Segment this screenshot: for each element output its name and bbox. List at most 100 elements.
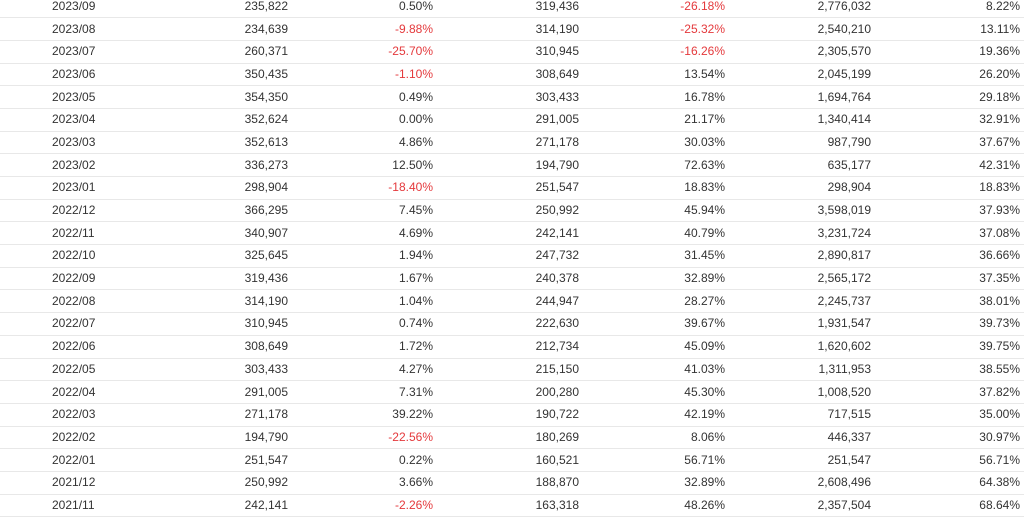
table-row: 2022/09 319,436 1.67% 240,378 32.89% 2,565,17… [0,267,1024,291]
cumulative-value-cell: 446,337 [725,426,871,450]
cumulative-value-cell: 717,515 [725,403,871,427]
table-row: 2022/04 291,005 7.31% 200,280 45.30% 1,008,52… [0,380,1024,404]
cumulative-value-cell: 635,177 [725,153,871,177]
cumulative-percent-cell: 18.83% [871,176,1024,200]
change-percent-cell: 4.27% [288,358,433,382]
cumulative-value-cell: 1,340,414 [725,108,871,132]
cumulative-value-cell: 2,608,496 [725,471,871,495]
month-cell: 2022/03 [0,403,150,427]
table-row: 2023/01 298,904 -18.40% 251,547 18.83% 298,90… [0,176,1024,200]
value-cell: 314,190 [150,289,288,314]
cumulative-value-cell: 298,904 [725,176,871,200]
cumulative-value-cell: 2,565,172 [725,267,871,291]
change-percent-cell: 8.06% [579,426,725,450]
value-cell: 314,190 [433,17,579,41]
month-cell: 2023/03 [0,131,150,155]
value-cell: 366,295 [150,199,288,223]
cumulative-percent-cell: 8.22% [871,0,1024,19]
change-percent-cell: 0.49% [288,85,433,109]
value-cell: 291,005 [433,108,579,132]
table-row: 2023/09 235,822 0.50% 319,436 -26.18% 2,776,0… [0,0,1024,19]
change-percent-cell: 7.31% [288,380,433,404]
change-percent-cell: 21.17% [579,108,725,132]
change-percent-cell: 1.04% [288,289,433,314]
cumulative-value-cell: 2,045,199 [725,63,871,87]
table-row: 2022/02 194,790 -22.56% 180,269 8.06% 446,337… [0,426,1024,450]
table-row: 2023/04 352,624 0.00% 291,005 21.17% 1,340,41… [0,108,1024,132]
table-row: 2023/02 336,273 12.50% 194,790 72.63% 635,177… [0,153,1024,177]
value-cell: 240,378 [433,267,579,291]
value-cell: 234,639 [150,17,288,41]
change-percent-cell: 42.19% [579,403,725,427]
month-cell: 2022/09 [0,267,150,291]
cumulative-percent-cell: 37.35% [871,267,1024,291]
value-cell: 319,436 [433,0,579,19]
value-cell: 251,547 [433,176,579,200]
table-row: 2022/03 271,178 39.22% 190,722 42.19% 717,515… [0,403,1024,427]
change-percent-cell: 4.86% [288,131,433,155]
change-percent-cell: -22.56% [288,426,433,450]
cumulative-value-cell: 2,776,032 [725,0,871,19]
value-cell: 308,649 [433,63,579,87]
value-cell: 336,273 [150,153,288,177]
value-cell: 352,624 [150,108,288,132]
change-percent-cell: 0.22% [288,448,433,472]
table-row: 2023/06 350,435 -1.10% 308,649 13.54% 2,045,1… [0,63,1024,87]
table-row: 2022/07 310,945 0.74% 222,630 39.67% 1,931,54… [0,312,1024,336]
cumulative-percent-cell: 38.01% [871,289,1024,314]
table-row: 2021/12 250,992 3.66% 188,870 32.89% 2,608,49… [0,471,1024,495]
cumulative-value-cell: 3,231,724 [725,221,871,246]
change-percent-cell: 1.94% [288,244,433,268]
change-percent-cell: 45.94% [579,199,725,223]
value-cell: 319,436 [150,267,288,291]
month-cell: 2023/08 [0,17,150,41]
month-cell: 2023/09 [0,0,150,19]
change-percent-cell: 56.71% [579,448,725,472]
month-cell: 2023/01 [0,176,150,200]
table-row: 2022/10 325,645 1.94% 247,732 31.45% 2,890,81… [0,244,1024,268]
change-percent-cell: 32.89% [579,471,725,495]
value-cell: 163,318 [433,494,579,517]
cumulative-percent-cell: 42.31% [871,153,1024,177]
cumulative-value-cell: 2,540,210 [725,17,871,41]
cumulative-percent-cell: 30.97% [871,426,1024,450]
table-row: 2022/08 314,190 1.04% 244,947 28.27% 2,245,73… [0,289,1024,314]
change-percent-cell: 0.00% [288,108,433,132]
cumulative-value-cell: 987,790 [725,131,871,155]
cumulative-percent-cell: 39.73% [871,312,1024,336]
change-percent-cell: 72.63% [579,153,725,177]
cumulative-percent-cell: 37.82% [871,380,1024,404]
cumulative-percent-cell: 37.08% [871,221,1024,246]
month-cell: 2022/02 [0,426,150,450]
table-row: 2022/06 308,649 1.72% 212,734 45.09% 1,620,60… [0,335,1024,359]
value-cell: 291,005 [150,380,288,404]
change-percent-cell: -1.10% [288,63,433,87]
table-row: 2022/12 366,295 7.45% 250,992 45.94% 3,598,01… [0,199,1024,223]
value-cell: 212,734 [433,335,579,359]
cumulative-value-cell: 2,357,504 [725,494,871,517]
month-cell: 2023/02 [0,153,150,177]
cumulative-percent-cell: 35.00% [871,403,1024,427]
change-percent-cell: -25.70% [288,40,433,64]
change-percent-cell: 3.66% [288,471,433,495]
table-row: 2022/01 251,547 0.22% 160,521 56.71% 251,547 5… [0,448,1024,472]
change-percent-cell: 30.03% [579,131,725,155]
change-percent-cell: 39.67% [579,312,725,336]
change-percent-cell: -18.40% [288,176,433,200]
month-cell: 2022/12 [0,199,150,223]
change-percent-cell: 31.45% [579,244,725,268]
change-percent-cell: 0.50% [288,0,433,19]
value-cell: 354,350 [150,85,288,109]
value-cell: 271,178 [150,403,288,427]
change-percent-cell: 0.74% [288,312,433,336]
change-percent-cell: 16.78% [579,85,725,109]
cumulative-percent-cell: 64.38% [871,471,1024,495]
value-cell: 247,732 [433,244,579,268]
value-cell: 340,907 [150,221,288,246]
cumulative-percent-cell: 32.91% [871,108,1024,132]
cumulative-percent-cell: 38.55% [871,358,1024,382]
month-cell: 2021/12 [0,471,150,495]
cumulative-value-cell: 1,931,547 [725,312,871,336]
